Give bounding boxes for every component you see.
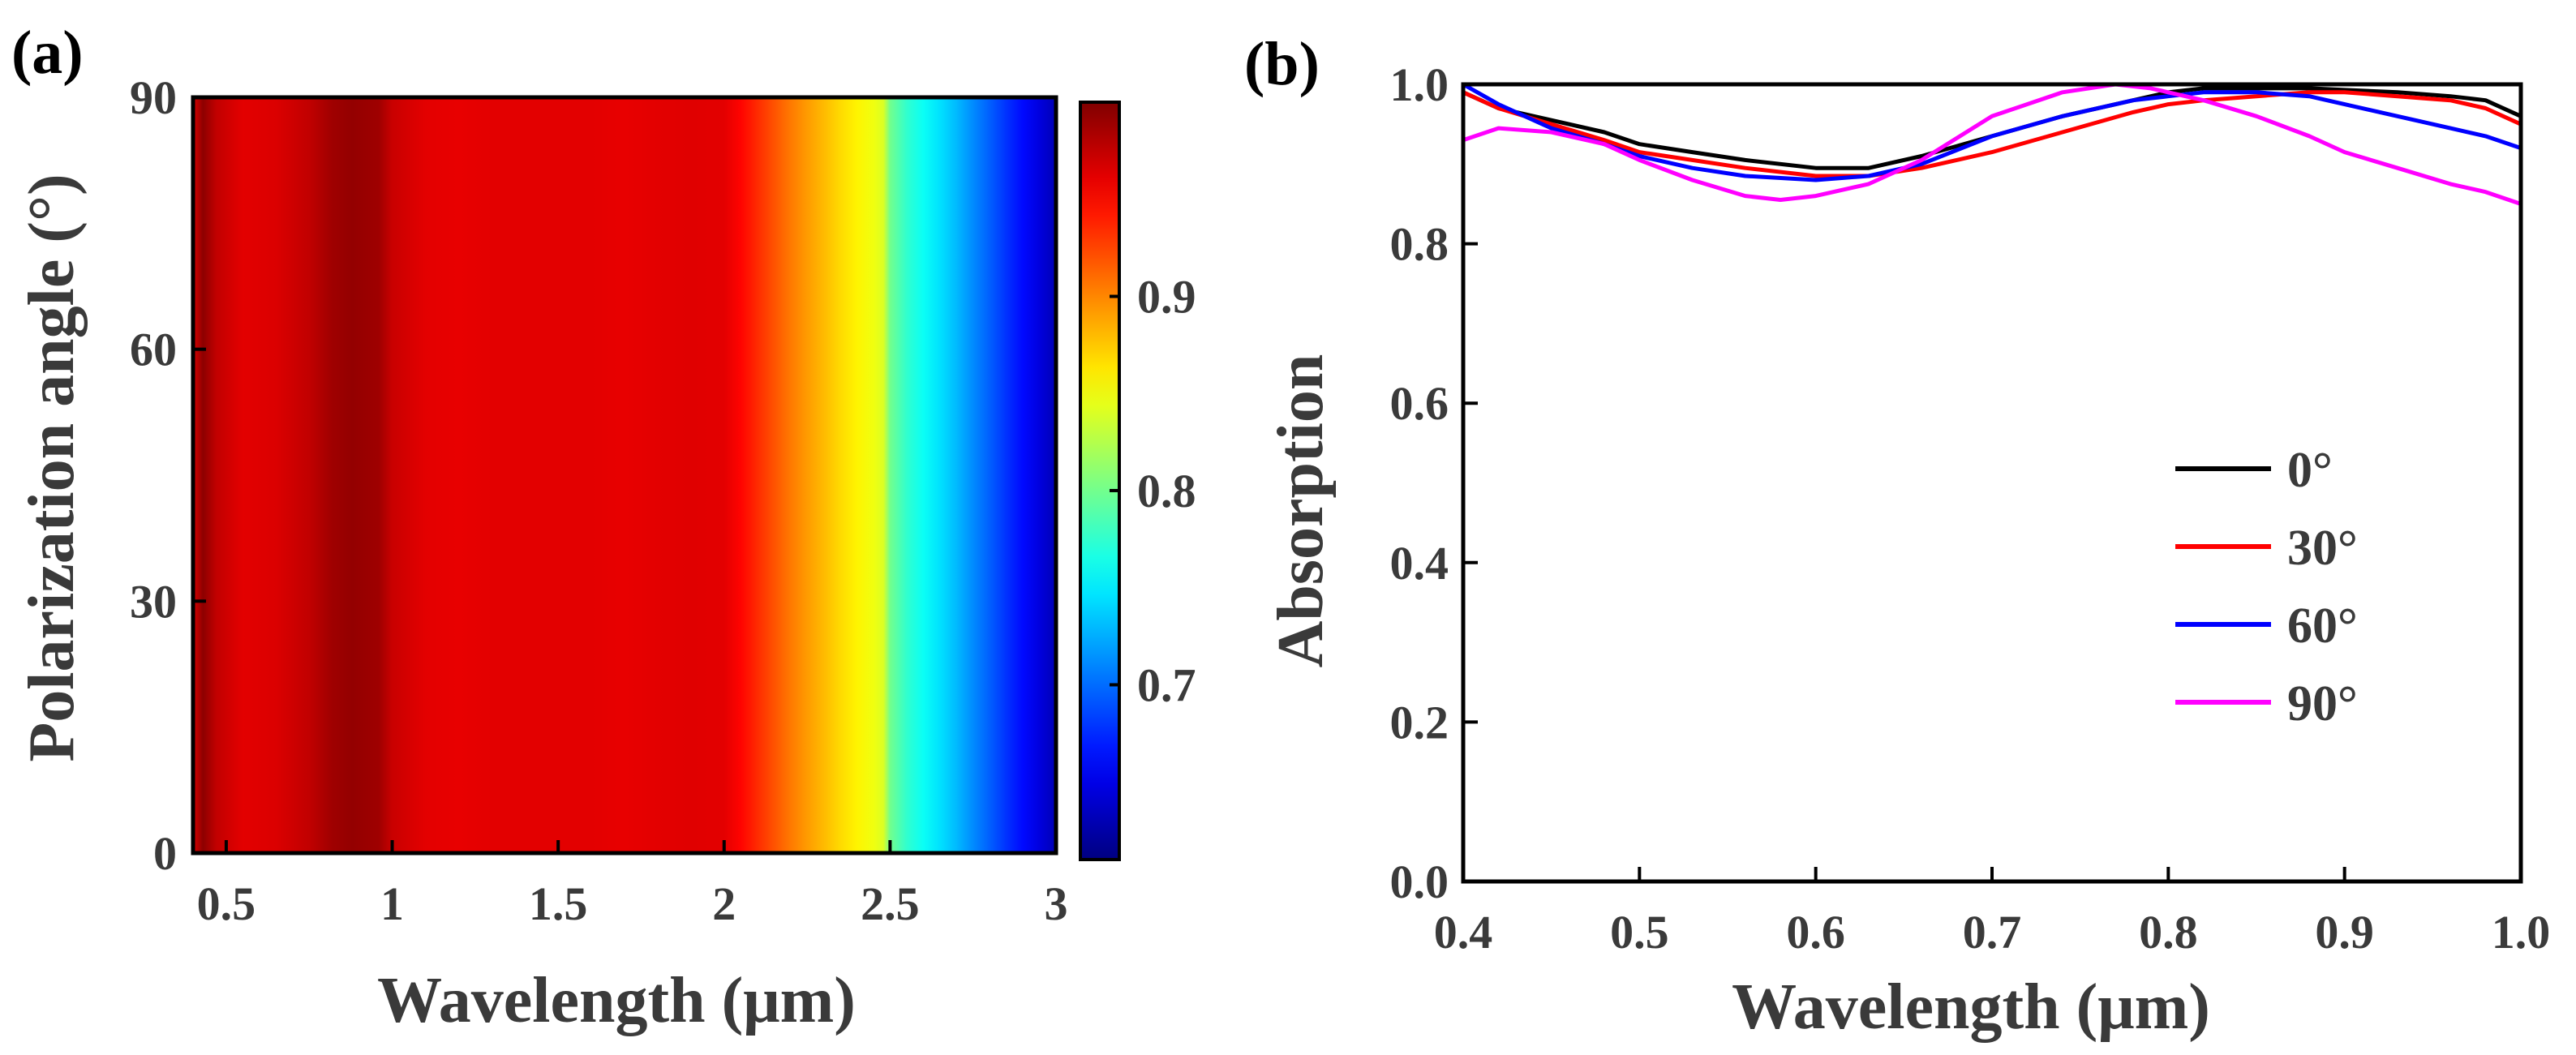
colorbar-tick-label: 0.8 [1137, 465, 1196, 517]
line-x-tick-label: 0.4 [1434, 906, 1493, 959]
legend-label-0deg: 0° [2287, 443, 2333, 498]
heatmap-x-tick-label: 1 [380, 877, 404, 930]
colorbar-tick-label: 0.9 [1137, 270, 1196, 323]
line-y-tick-label: 0.6 [1390, 377, 1449, 430]
line-plot-x-axis-title: Wavelength (μm) [1732, 971, 2210, 1043]
heatmap-x-tick-label: 1.5 [529, 877, 588, 930]
heatmap-frame [191, 95, 1058, 856]
heatmap-x-axis-title: Wavelength (μm) [377, 965, 856, 1036]
colorbar [1079, 101, 1121, 861]
heatmap-x-tick-label: 2 [712, 877, 736, 930]
legend: 0° 30° 60° 90° [2175, 443, 2358, 731]
line-plot-area [1463, 84, 2521, 881]
heatmap-y-tick-label: 30 [130, 575, 177, 628]
line-plot-x-tick-labels: 0.4 0.5 0.6 0.7 0.8 0.9 1.0 [1434, 906, 2551, 959]
heatmap-x-tick-label: 3 [1045, 877, 1068, 930]
line-y-tick-label: 0.4 [1390, 537, 1449, 590]
heatmap-area [193, 97, 1056, 853]
line-y-tick-label: 0.0 [1390, 856, 1449, 908]
line-y-tick-label: 1.0 [1390, 58, 1449, 111]
legend-label-30deg: 30° [2287, 521, 2358, 576]
panel-label-b: (b) [1244, 30, 1320, 98]
heatmap-y-tick-label: 90 [130, 71, 177, 124]
colorbar-ticks: 0.7 0.8 0.9 [1110, 270, 1196, 711]
line-y-tick-label: 0.2 [1390, 696, 1449, 748]
heatmap-x-tick-labels: 0.5 1 1.5 2 2.5 3 [197, 877, 1068, 930]
line-x-tick-label: 0.9 [2315, 906, 2374, 959]
line-plot-ticks [1462, 83, 2522, 883]
line-y-tick-label: 0.8 [1390, 218, 1449, 271]
heatmap-y-tick-labels: 0 30 60 90 [130, 71, 177, 880]
heatmap-y-axis-title: Polarization angle (°) [16, 174, 88, 761]
line-x-tick-label: 0.7 [1963, 906, 2022, 959]
heatmap-y-tick-label: 0 [153, 827, 177, 880]
line-series-group [1462, 82, 2522, 206]
heatmap-x-tick-label: 0.5 [197, 877, 256, 930]
heatmap-x-tick-label: 2.5 [861, 877, 920, 930]
line-plot-y-axis-title: Absorption [1265, 354, 1337, 668]
panel-a: (a) 0.5 1 1.5 2 2.5 3 0 30 60 90 Wavelength (μm)… [11, 19, 1196, 1036]
legend-label-90deg: 90° [2287, 676, 2358, 731]
legend-label-60deg: 60° [2287, 598, 2358, 654]
line-x-tick-label: 0.5 [1610, 906, 1669, 959]
line-x-tick-label: 1.0 [2492, 906, 2551, 959]
colorbar-tick-label: 0.7 [1137, 658, 1196, 711]
line-plot-y-tick-labels: 0.0 0.2 0.4 0.6 0.8 1.0 [1390, 58, 1449, 908]
panel-b: (b) 0.4 0.5 0.6 0.7 0.8 0.9 1.0 0.00.20.40.60.… [1244, 30, 2550, 1043]
heatmap-y-tick-label: 60 [130, 324, 177, 376]
line-x-tick-label: 0.6 [1786, 906, 1845, 959]
panel-label-a: (a) [11, 19, 84, 87]
line-x-tick-label: 0.8 [2139, 906, 2198, 959]
series-line-90deg [1462, 82, 2522, 206]
series-line-30deg [1462, 90, 2522, 178]
